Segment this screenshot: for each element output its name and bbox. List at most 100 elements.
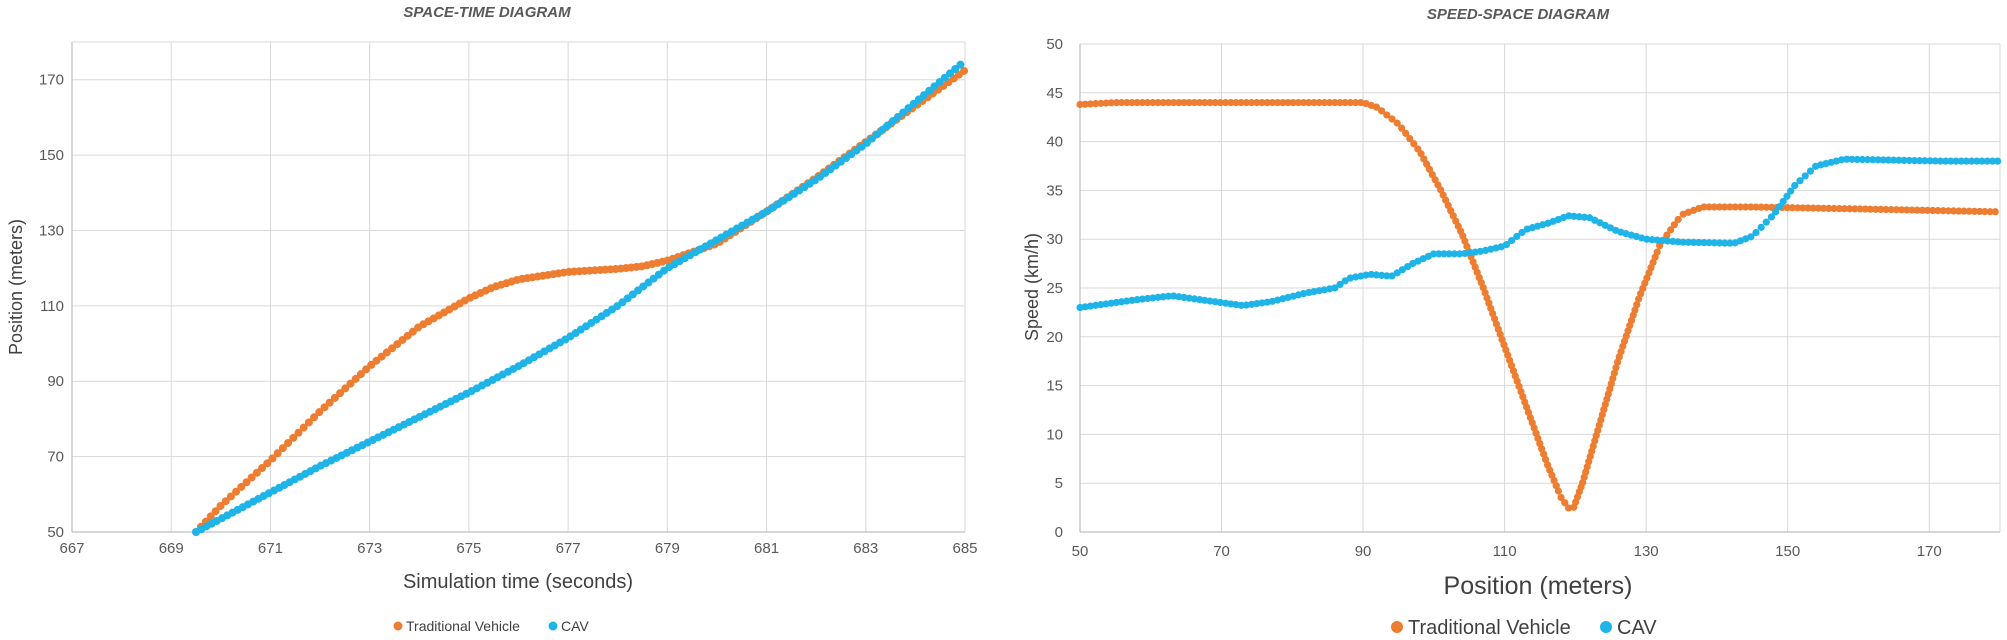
x-tick-label: 50 bbox=[1072, 543, 1089, 560]
space-time-y-ticks: 50 70 90 110 130 150 170 bbox=[39, 72, 64, 541]
data-point bbox=[356, 370, 365, 379]
data-point bbox=[1898, 206, 1906, 214]
data-point bbox=[1874, 156, 1882, 164]
data-point bbox=[1170, 98, 1178, 107]
y-tick-label: 110 bbox=[40, 298, 64, 315]
data-point bbox=[1674, 215, 1682, 224]
data-point bbox=[1554, 487, 1563, 495]
y-tick-label: 45 bbox=[1046, 85, 1063, 102]
data-point bbox=[336, 389, 345, 398]
data-point bbox=[299, 423, 308, 432]
legend-label-traditional: Traditional Vehicle bbox=[1408, 617, 1571, 639]
data-point bbox=[1383, 111, 1391, 119]
data-point bbox=[1918, 206, 1927, 214]
data-point bbox=[1352, 98, 1360, 107]
x-tick-label: 685 bbox=[952, 540, 977, 557]
data-point bbox=[1910, 156, 1919, 165]
data-point bbox=[1123, 98, 1131, 107]
space-time-title: SPACE-TIME DIAGRAM bbox=[403, 4, 571, 21]
data-point bbox=[1752, 228, 1760, 237]
data-point bbox=[1263, 98, 1271, 107]
x-tick-label: 675 bbox=[456, 540, 481, 557]
data-point bbox=[1700, 239, 1708, 247]
series-cav bbox=[1076, 155, 2002, 312]
data-point bbox=[1762, 218, 1770, 226]
data-point bbox=[1076, 100, 1084, 109]
y-tick-label: 50 bbox=[1046, 36, 1063, 53]
data-point bbox=[1983, 157, 1991, 165]
data-point bbox=[1336, 98, 1344, 107]
data-point bbox=[1185, 98, 1193, 107]
data-point bbox=[1081, 100, 1089, 108]
data-point bbox=[1294, 98, 1302, 107]
data-point bbox=[1973, 157, 1981, 165]
speed-space-legend: Traditional Vehicle CAV bbox=[1391, 617, 1657, 639]
data-point bbox=[1565, 212, 1573, 220]
data-point bbox=[1643, 235, 1651, 243]
data-point bbox=[1112, 98, 1120, 107]
legend-marker-cav bbox=[548, 621, 558, 631]
speed-space-title: SPEED-SPACE DIAGRAM bbox=[1427, 6, 1610, 23]
data-point bbox=[247, 473, 256, 482]
data-point bbox=[1393, 119, 1401, 127]
data-point bbox=[1721, 203, 1729, 211]
data-point bbox=[960, 66, 969, 75]
series-traditional-vehicle bbox=[192, 66, 969, 536]
data-point bbox=[1970, 207, 1979, 215]
data-point bbox=[1159, 98, 1167, 107]
x-tick-label: 130 bbox=[1634, 543, 1659, 560]
y-tick-label: 90 bbox=[47, 373, 64, 390]
data-point bbox=[1926, 157, 1934, 165]
legend-label-cav: CAV bbox=[1617, 617, 1657, 639]
data-point bbox=[1253, 98, 1261, 107]
data-point bbox=[1801, 172, 1809, 180]
data-point bbox=[1858, 155, 1867, 164]
data-point bbox=[1372, 271, 1380, 279]
data-point bbox=[1747, 203, 1755, 211]
data-point bbox=[315, 408, 324, 417]
data-point bbox=[1175, 98, 1183, 107]
data-point bbox=[362, 365, 371, 374]
data-point bbox=[1404, 262, 1412, 271]
data-point bbox=[1508, 236, 1516, 245]
data-point bbox=[1336, 280, 1344, 288]
data-point bbox=[1944, 207, 1953, 215]
data-point bbox=[1820, 204, 1828, 212]
data-point bbox=[1804, 204, 1812, 212]
data-point bbox=[1853, 155, 1861, 164]
data-point bbox=[1388, 115, 1396, 123]
data-point bbox=[1921, 157, 1929, 165]
data-point bbox=[1610, 369, 1618, 377]
data-point bbox=[1960, 207, 1968, 215]
data-point bbox=[1986, 208, 1994, 216]
data-point bbox=[1716, 239, 1724, 247]
x-tick-label: 90 bbox=[1355, 543, 1372, 560]
data-point bbox=[1895, 156, 1903, 164]
y-tick-label: 40 bbox=[1046, 134, 1063, 151]
space-time-chart: SPACE-TIME DIAGRAM 50 70 90 110 130 150 170 66… bbox=[6, 4, 978, 634]
data-point bbox=[1939, 207, 1947, 215]
data-point bbox=[1916, 157, 1924, 165]
data-point bbox=[1279, 98, 1287, 107]
data-point bbox=[1575, 213, 1583, 221]
data-point bbox=[1747, 233, 1755, 241]
data-point bbox=[1440, 250, 1448, 258]
space-time-gridlines bbox=[71, 41, 966, 533]
y-tick-label: 20 bbox=[1046, 329, 1063, 346]
x-tick-label: 671 bbox=[258, 540, 283, 557]
data-point bbox=[1879, 156, 1887, 164]
data-point bbox=[1300, 98, 1308, 107]
data-point bbox=[1775, 203, 1784, 211]
data-point bbox=[1159, 293, 1167, 301]
data-point bbox=[1144, 294, 1152, 303]
data-point bbox=[1450, 250, 1458, 258]
data-point bbox=[1869, 156, 1877, 164]
data-point bbox=[1762, 203, 1771, 211]
data-point bbox=[1742, 203, 1750, 211]
data-point bbox=[1320, 98, 1328, 107]
data-point bbox=[1289, 98, 1297, 107]
space-time-x-label: Simulation time (seconds) bbox=[403, 571, 633, 593]
data-point bbox=[1794, 204, 1802, 212]
data-point bbox=[226, 492, 235, 501]
data-point bbox=[1890, 156, 1898, 164]
